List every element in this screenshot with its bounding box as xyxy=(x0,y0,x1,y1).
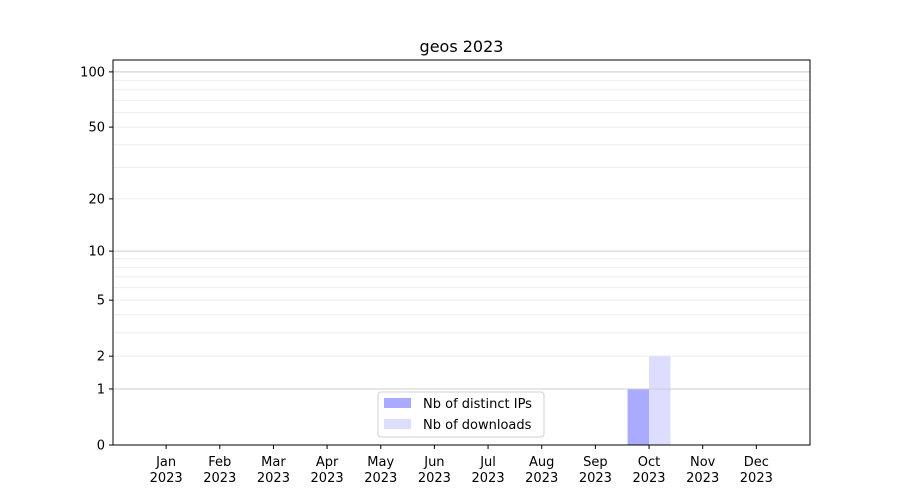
x-tick-label: Aug 2023 xyxy=(525,455,558,486)
y-tick-label: 5 xyxy=(97,294,105,309)
x-tick-label: May 2023 xyxy=(364,455,397,486)
legend-swatch xyxy=(384,398,411,408)
legend: Nb of distinct IPs Nb of downloads xyxy=(377,391,545,438)
y-tick-label: 2 xyxy=(97,350,105,365)
bar-downloads xyxy=(649,356,671,445)
legend-swatch xyxy=(384,419,411,429)
y-tick-label: 100 xyxy=(80,65,105,80)
plot-frame xyxy=(112,59,811,446)
x-tick-label: Mar 2023 xyxy=(257,455,290,486)
y-tick-label: 50 xyxy=(88,121,105,136)
x-tick-label: Apr 2023 xyxy=(311,455,344,486)
y-tick-label: 10 xyxy=(88,245,105,260)
bar-distinct-ips xyxy=(627,388,650,445)
legend-box xyxy=(377,391,545,438)
chart-title: geos 2023 xyxy=(420,37,504,56)
x-tick-label: Jun 2023 xyxy=(418,455,451,486)
x-tick-label: Feb 2023 xyxy=(203,455,236,486)
y-tick-label: 1 xyxy=(97,382,105,397)
legend-label: Nb of downloads xyxy=(423,418,532,433)
x-tick-label: Sep 2023 xyxy=(579,455,612,486)
legend-label: Nb of distinct IPs xyxy=(423,397,532,412)
x-tick-label: Jul 2023 xyxy=(472,455,505,486)
x-tick-label: Oct 2023 xyxy=(632,455,665,486)
x-tick-label: Jan 2023 xyxy=(150,455,183,486)
x-tick-label: Nov 2023 xyxy=(686,455,719,486)
x-tick-label: Dec 2023 xyxy=(740,455,773,486)
y-tick-label: 0 xyxy=(97,439,105,454)
y-tick-label: 20 xyxy=(88,192,105,207)
